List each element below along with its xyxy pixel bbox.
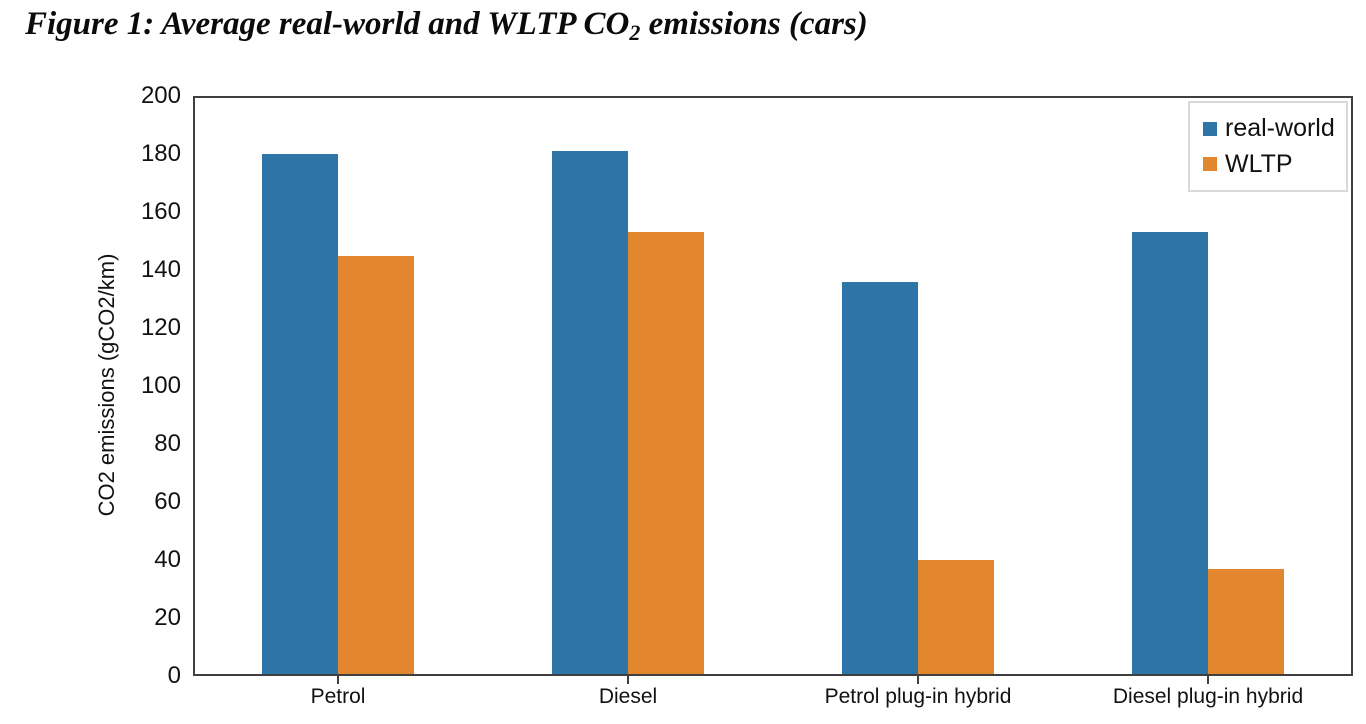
- legend-label-wltp: WLTP: [1225, 149, 1293, 178]
- x-label-diesel: Diesel: [598, 685, 658, 708]
- y-tick-label-160: 160: [140, 198, 181, 225]
- bar-real-world-petrol-plug-in-hybrid: [842, 281, 918, 676]
- legend-swatch-icon-real-world: [1203, 121, 1217, 136]
- legend-label-real-world: real-world: [1225, 114, 1335, 143]
- legend-entry-real-world: real-world: [1203, 116, 1346, 141]
- y-tick-label-120: 120: [140, 314, 181, 341]
- y-tick-label-20: 20: [154, 604, 181, 631]
- y-tick-label-140: 140: [140, 256, 181, 283]
- y-tick-label-200: 200: [140, 82, 181, 109]
- bar-real-world-diesel-plug-in-hybrid: [1132, 232, 1208, 676]
- x-axis-tick-diesel-plug-in-hybrid: [1207, 676, 1209, 684]
- figure-title-suffix: emissions (cars): [640, 6, 868, 42]
- bar-real-world-petrol: [262, 154, 338, 676]
- figure-title-prefix: Figure 1: Average real-world and WLTP CO: [25, 6, 630, 42]
- legend-entry-wltp: WLTP: [1203, 149, 1346, 178]
- x-label-diesel-plug-in-hybrid: Diesel plug-in hybrid: [1112, 685, 1304, 708]
- x-label-petrol: Petrol: [310, 685, 366, 708]
- y-tick-label-0: 0: [167, 662, 181, 689]
- x-label-petrol-plug-in-hybrid: Petrol plug-in hybrid: [824, 685, 1012, 708]
- bar-wltp-diesel: [628, 232, 704, 676]
- figure-title-subscript: 2: [629, 20, 641, 45]
- bar-wltp-petrol-plug-in-hybrid: [918, 560, 994, 676]
- y-tick-label-100: 100: [140, 372, 181, 399]
- legend: real-world WLTP: [1188, 101, 1348, 192]
- y-tick-label-180: 180: [140, 140, 181, 167]
- y-tick-label-40: 40: [154, 546, 181, 573]
- legend-swatch-icon-wltp: [1203, 157, 1217, 172]
- x-axis-tick-petrol-plug-in-hybrid: [917, 676, 919, 684]
- y-tick-label-80: 80: [154, 430, 181, 457]
- bar-real-world-diesel: [552, 151, 628, 676]
- y-tick-label-60: 60: [154, 488, 181, 515]
- bar-wltp-petrol: [338, 255, 414, 676]
- plot-area: [193, 96, 1353, 676]
- x-axis-tick-diesel: [627, 676, 629, 684]
- bar-wltp-diesel-plug-in-hybrid: [1208, 568, 1284, 676]
- x-axis-tick-petrol: [337, 676, 339, 684]
- figure-title: Figure 1: Average real-world and WLTP CO…: [25, 6, 868, 45]
